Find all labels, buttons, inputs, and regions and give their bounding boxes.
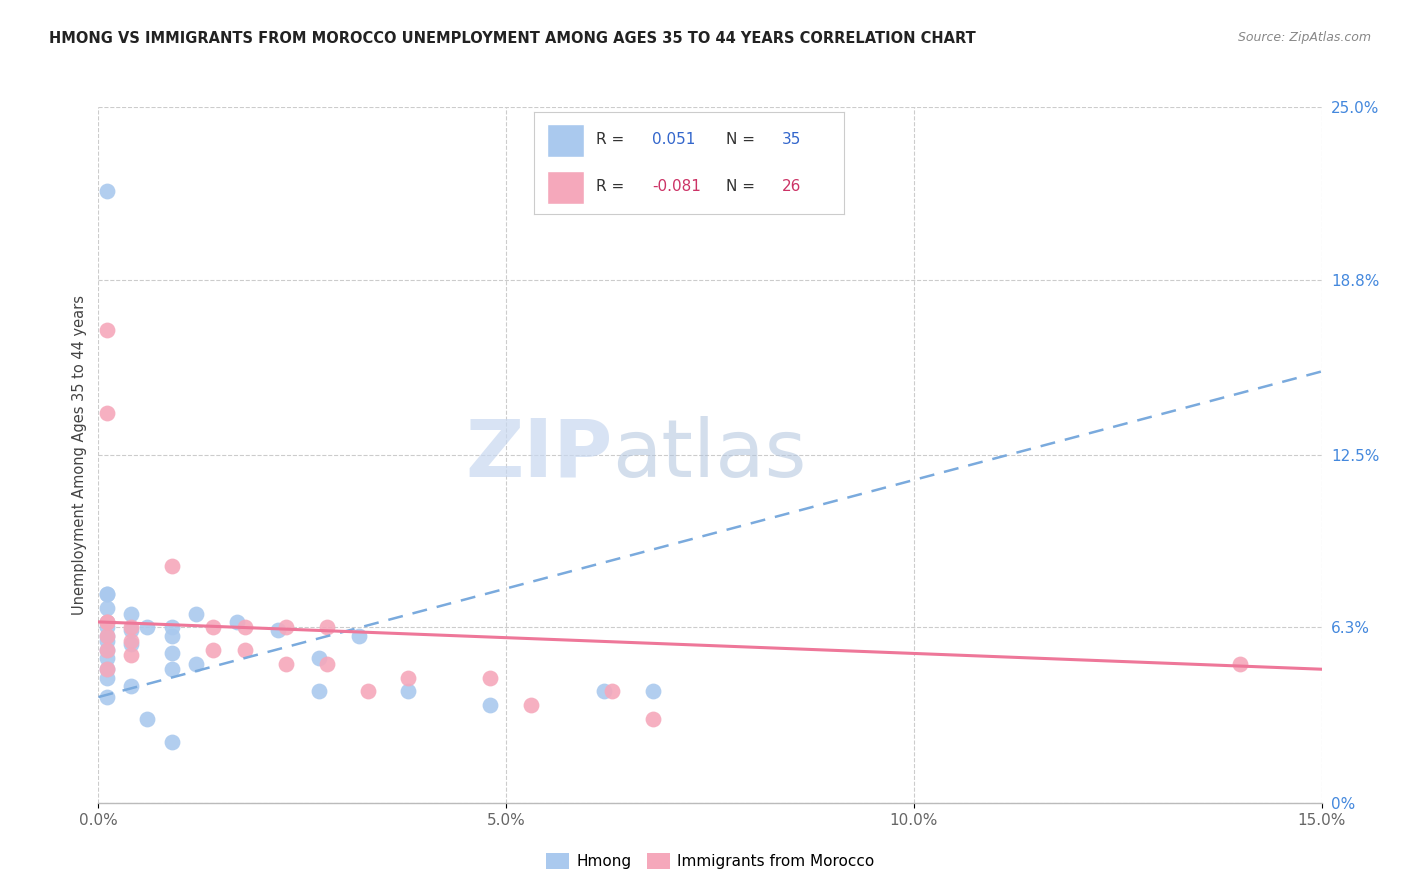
Point — [160, 620, 183, 634]
Y-axis label: Unemployment Among Ages 35 to 44 years: Unemployment Among Ages 35 to 44 years — [72, 295, 87, 615]
Point — [96, 587, 118, 601]
Point — [593, 684, 616, 698]
Point — [96, 662, 118, 676]
Point — [96, 615, 118, 629]
Point — [478, 671, 501, 685]
Legend: Hmong, Immigrants from Morocco: Hmong, Immigrants from Morocco — [540, 847, 880, 875]
Text: N =: N = — [725, 132, 759, 146]
Point — [641, 684, 664, 698]
Point — [120, 679, 142, 693]
Point — [233, 642, 256, 657]
Text: N =: N = — [725, 179, 759, 194]
Point — [201, 620, 224, 634]
Point — [96, 690, 118, 704]
Text: HMONG VS IMMIGRANTS FROM MOROCCO UNEMPLOYMENT AMONG AGES 35 TO 44 YEARS CORRELAT: HMONG VS IMMIGRANTS FROM MOROCCO UNEMPLO… — [49, 31, 976, 46]
Point — [349, 629, 371, 643]
Text: 35: 35 — [782, 132, 801, 146]
Point — [96, 642, 118, 657]
Point — [120, 624, 142, 638]
Point — [315, 657, 337, 671]
Point — [478, 698, 501, 713]
Point — [96, 406, 118, 420]
Point — [315, 620, 337, 634]
Point — [160, 734, 183, 748]
Text: Source: ZipAtlas.com: Source: ZipAtlas.com — [1237, 31, 1371, 45]
Point — [160, 646, 183, 660]
Text: R =: R = — [596, 179, 630, 194]
Point — [96, 629, 118, 643]
Point — [519, 698, 541, 713]
Point — [96, 615, 118, 629]
Point — [274, 620, 297, 634]
Point — [396, 684, 419, 698]
Point — [160, 662, 183, 676]
Point — [308, 684, 330, 698]
Point — [120, 634, 142, 648]
Point — [96, 651, 118, 665]
Text: atlas: atlas — [612, 416, 807, 494]
Point — [1229, 657, 1251, 671]
Text: R =: R = — [596, 132, 630, 146]
Point — [136, 712, 159, 726]
Point — [186, 657, 208, 671]
Point — [96, 620, 118, 634]
Point — [120, 637, 142, 651]
Point — [274, 657, 297, 671]
Text: -0.081: -0.081 — [652, 179, 700, 194]
Point — [267, 624, 290, 638]
Point — [96, 184, 118, 198]
FancyBboxPatch shape — [547, 171, 583, 204]
Point — [96, 629, 118, 643]
Point — [396, 671, 419, 685]
Point — [186, 607, 208, 621]
Point — [120, 607, 142, 621]
Point — [96, 323, 118, 337]
Text: 26: 26 — [782, 179, 801, 194]
Point — [600, 684, 623, 698]
Point — [201, 642, 224, 657]
Point — [96, 662, 118, 676]
FancyBboxPatch shape — [547, 124, 583, 157]
Point — [96, 601, 118, 615]
Point — [96, 615, 118, 629]
Point — [96, 587, 118, 601]
Point — [136, 620, 159, 634]
Point — [233, 620, 256, 634]
Point — [308, 651, 330, 665]
Point — [96, 642, 118, 657]
Point — [641, 712, 664, 726]
Text: 0.051: 0.051 — [652, 132, 695, 146]
Point — [96, 634, 118, 648]
Point — [226, 615, 249, 629]
Point — [160, 559, 183, 574]
Point — [120, 620, 142, 634]
Point — [160, 629, 183, 643]
Point — [356, 684, 378, 698]
Point — [96, 671, 118, 685]
Text: ZIP: ZIP — [465, 416, 612, 494]
Point — [120, 648, 142, 663]
